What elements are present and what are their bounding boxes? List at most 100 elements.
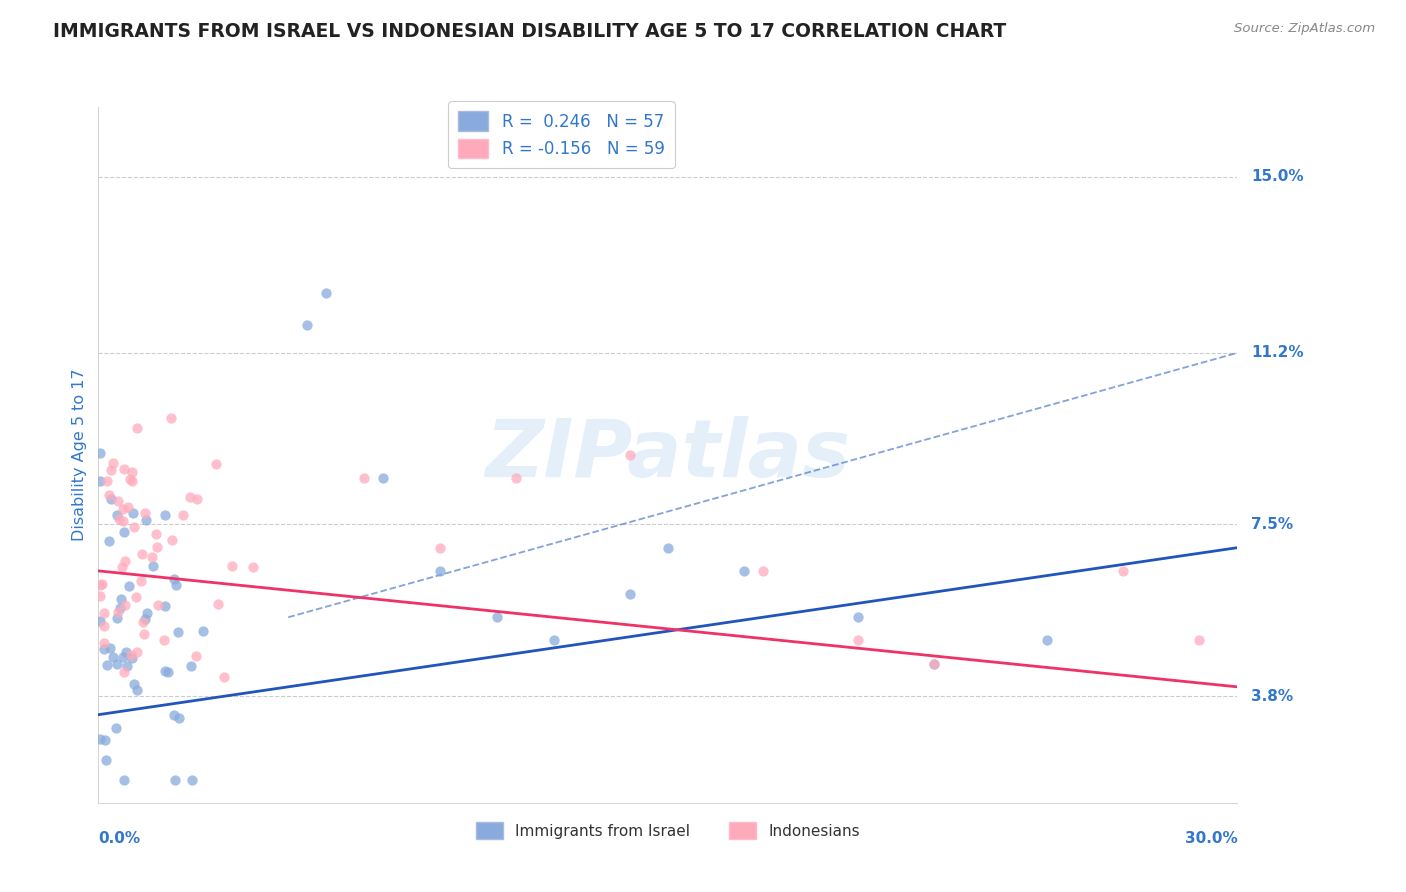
Point <box>105 657 128 671</box>
Point <box>134 627 156 641</box>
Point <box>103 649 125 664</box>
Point <box>846 633 869 648</box>
Point <box>315 285 337 300</box>
Point <box>114 598 136 612</box>
Point <box>122 520 145 534</box>
Point <box>121 506 143 520</box>
Point <box>105 611 128 625</box>
Point <box>89 474 111 488</box>
Point <box>162 707 184 722</box>
Text: 11.2%: 11.2% <box>1251 345 1303 360</box>
Point <box>153 632 176 647</box>
Point <box>156 665 179 680</box>
Point <box>136 606 159 620</box>
Point <box>112 772 135 787</box>
Point <box>107 605 129 619</box>
Point <box>1112 564 1135 578</box>
Point <box>112 525 135 540</box>
Point <box>159 411 181 425</box>
Point <box>180 658 202 673</box>
Point <box>186 492 208 507</box>
Point <box>505 471 527 485</box>
Point <box>212 670 235 684</box>
Point <box>112 665 135 680</box>
Point <box>96 475 118 489</box>
Text: ZIPatlas: ZIPatlas <box>485 416 851 494</box>
Point <box>153 508 176 523</box>
Point <box>121 465 143 479</box>
Point <box>98 533 121 548</box>
Point <box>162 572 184 586</box>
Point <box>141 549 163 564</box>
Point <box>371 471 394 485</box>
Point <box>101 456 124 470</box>
Point <box>922 657 945 671</box>
Point <box>146 598 169 612</box>
Point <box>127 421 149 435</box>
Point <box>191 624 214 639</box>
Y-axis label: Disability Age 5 to 17: Disability Age 5 to 17 <box>72 368 87 541</box>
Text: 30.0%: 30.0% <box>1184 830 1237 846</box>
Point <box>429 564 451 578</box>
Point <box>353 471 375 485</box>
Point <box>115 659 138 673</box>
Text: IMMIGRANTS FROM ISRAEL VS INDONESIAN DISABILITY AGE 5 TO 17 CORRELATION CHART: IMMIGRANTS FROM ISRAEL VS INDONESIAN DIS… <box>53 22 1007 41</box>
Point <box>242 559 264 574</box>
Point <box>221 558 243 573</box>
Point <box>146 540 169 554</box>
Point <box>112 501 135 516</box>
Point <box>619 587 641 601</box>
Point <box>429 541 451 555</box>
Point <box>733 564 755 578</box>
Point <box>752 564 775 578</box>
Point <box>111 560 134 574</box>
Point <box>121 651 143 665</box>
Point <box>657 541 679 555</box>
Point <box>181 772 204 787</box>
Legend: Immigrants from Israel, Indonesians: Immigrants from Israel, Indonesians <box>470 816 866 846</box>
Point <box>93 636 115 650</box>
Point <box>121 474 143 488</box>
Point <box>117 579 139 593</box>
Text: 15.0%: 15.0% <box>1251 169 1303 184</box>
Point <box>172 508 194 522</box>
Point <box>93 641 115 656</box>
Point <box>100 463 122 477</box>
Point <box>131 547 153 561</box>
Point <box>89 731 111 746</box>
Point <box>93 606 115 620</box>
Point <box>619 448 641 462</box>
Point <box>131 615 153 630</box>
Point <box>486 610 509 624</box>
Point <box>153 665 176 679</box>
Point <box>114 644 136 658</box>
Point <box>142 558 165 573</box>
Point <box>96 658 118 673</box>
Point <box>89 614 111 628</box>
Point <box>167 710 190 724</box>
Point <box>134 612 156 626</box>
Point <box>114 554 136 568</box>
Text: 0.0%: 0.0% <box>98 830 141 846</box>
Point <box>153 599 176 613</box>
Point <box>89 589 111 603</box>
Point <box>207 597 229 611</box>
Point <box>922 657 945 671</box>
Point <box>117 500 139 515</box>
Point <box>543 633 565 648</box>
Point <box>1188 633 1211 648</box>
Point <box>105 508 128 522</box>
Point <box>112 461 135 475</box>
Point <box>91 576 114 591</box>
Point <box>107 494 129 508</box>
Point <box>98 488 121 502</box>
Point <box>100 491 122 506</box>
Point <box>1036 633 1059 648</box>
Point <box>167 625 190 640</box>
Point <box>129 574 152 588</box>
Point <box>125 590 148 604</box>
Point <box>160 533 183 547</box>
Point <box>108 601 131 615</box>
Point <box>94 733 117 747</box>
Text: Source: ZipAtlas.com: Source: ZipAtlas.com <box>1234 22 1375 36</box>
